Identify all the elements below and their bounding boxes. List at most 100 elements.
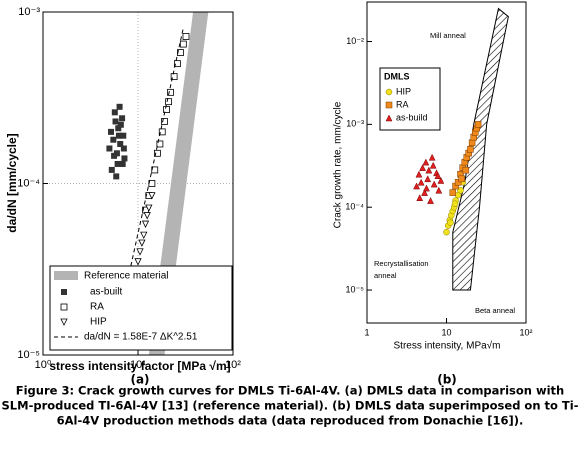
point [158,128,166,136]
point [111,152,118,159]
legend-box [49,265,233,351]
annotation: Recrystallisation [374,259,429,268]
caption-line: 6Al-4V production methods data (data rep… [57,414,524,428]
plot-frame [42,11,234,356]
point [429,161,437,169]
point [110,136,117,143]
point [156,140,164,148]
point [437,176,445,184]
legend-label: Reference material [84,271,168,282]
panel-label: (b) [437,373,457,387]
point [148,192,156,200]
point [143,212,151,220]
legend-swatch [54,271,78,280]
point [422,158,430,166]
point [468,139,476,146]
point [117,140,124,147]
legend-label: HIP [90,317,107,328]
point [424,175,432,183]
legend-label: as-build [396,112,428,122]
y-tick-label: 10⁻³ [346,119,364,129]
y-tick-label: 10⁻⁵ [17,349,40,361]
point [141,220,150,228]
point [449,189,457,196]
y-axis-label: Crack growth rate, mm/cycle [333,101,344,228]
plot-frame [366,1,527,324]
point [385,101,393,109]
annotation: anneal [374,271,397,280]
point [167,88,174,96]
point [119,160,126,167]
point [451,200,459,208]
y-tick-label: 10⁻³ [18,6,40,18]
point [385,88,393,96]
point [138,239,146,247]
point [136,248,144,256]
point [435,186,443,194]
point [165,98,173,106]
point [413,182,420,190]
point [170,73,178,81]
x-tick-label: 10¹ [130,359,146,371]
point [145,204,153,212]
legend-label: da/dN = 1.58E-7 ΔK^2.51 [84,332,198,343]
point [108,128,115,135]
x-axis-label: Stress intensity, MPa√m [394,340,501,352]
point [116,103,123,110]
x-tick-label: 10² [519,327,532,337]
legend-title: DMLS [384,71,410,81]
point [120,145,127,152]
point [428,153,436,161]
point [120,132,127,139]
point [457,187,464,194]
point [179,40,187,48]
point [153,149,161,157]
y-tick-label: 10⁻⁴ [17,177,40,189]
point [434,172,442,179]
point [106,145,113,152]
point [117,121,124,128]
caption-line: Figure 3: Crack growth curves for DMLS T… [16,384,564,398]
point [427,197,434,204]
point [174,60,181,68]
point [108,166,115,173]
point [121,155,128,162]
point [119,115,126,122]
annotation: Beta anneal [475,306,515,315]
point [113,173,120,180]
point [161,118,168,125]
point [134,258,142,266]
panel-label: (a) [130,373,149,387]
point [443,228,450,236]
point [61,289,67,295]
point [425,166,433,174]
caption-line: SLM-produced TI-6Al-4V [13] (reference m… [2,399,579,413]
point [112,118,119,125]
point [182,33,190,40]
point [111,109,118,116]
point [417,178,425,186]
y-tick-label: 10⁻⁵ [346,284,365,294]
legend-label: RA [90,302,104,313]
point [115,132,122,139]
point [454,179,462,186]
point [60,303,68,311]
point [423,184,430,192]
point [114,160,121,167]
x-tick-label: 10 [441,327,451,337]
y-tick-label: 10⁻⁴ [345,202,364,212]
y-tick-label: 10⁻² [346,36,364,46]
point [430,180,438,188]
point [421,189,428,196]
x-tick-label: 10⁰ [35,359,52,371]
point [163,106,170,113]
point [60,318,68,326]
point [474,121,482,128]
x-tick-label: 1 [364,327,369,337]
point [458,175,465,183]
point [415,170,423,178]
point [385,114,393,122]
y-axis-label: da/dN [mm/cycle] [5,133,19,232]
point [416,194,424,202]
